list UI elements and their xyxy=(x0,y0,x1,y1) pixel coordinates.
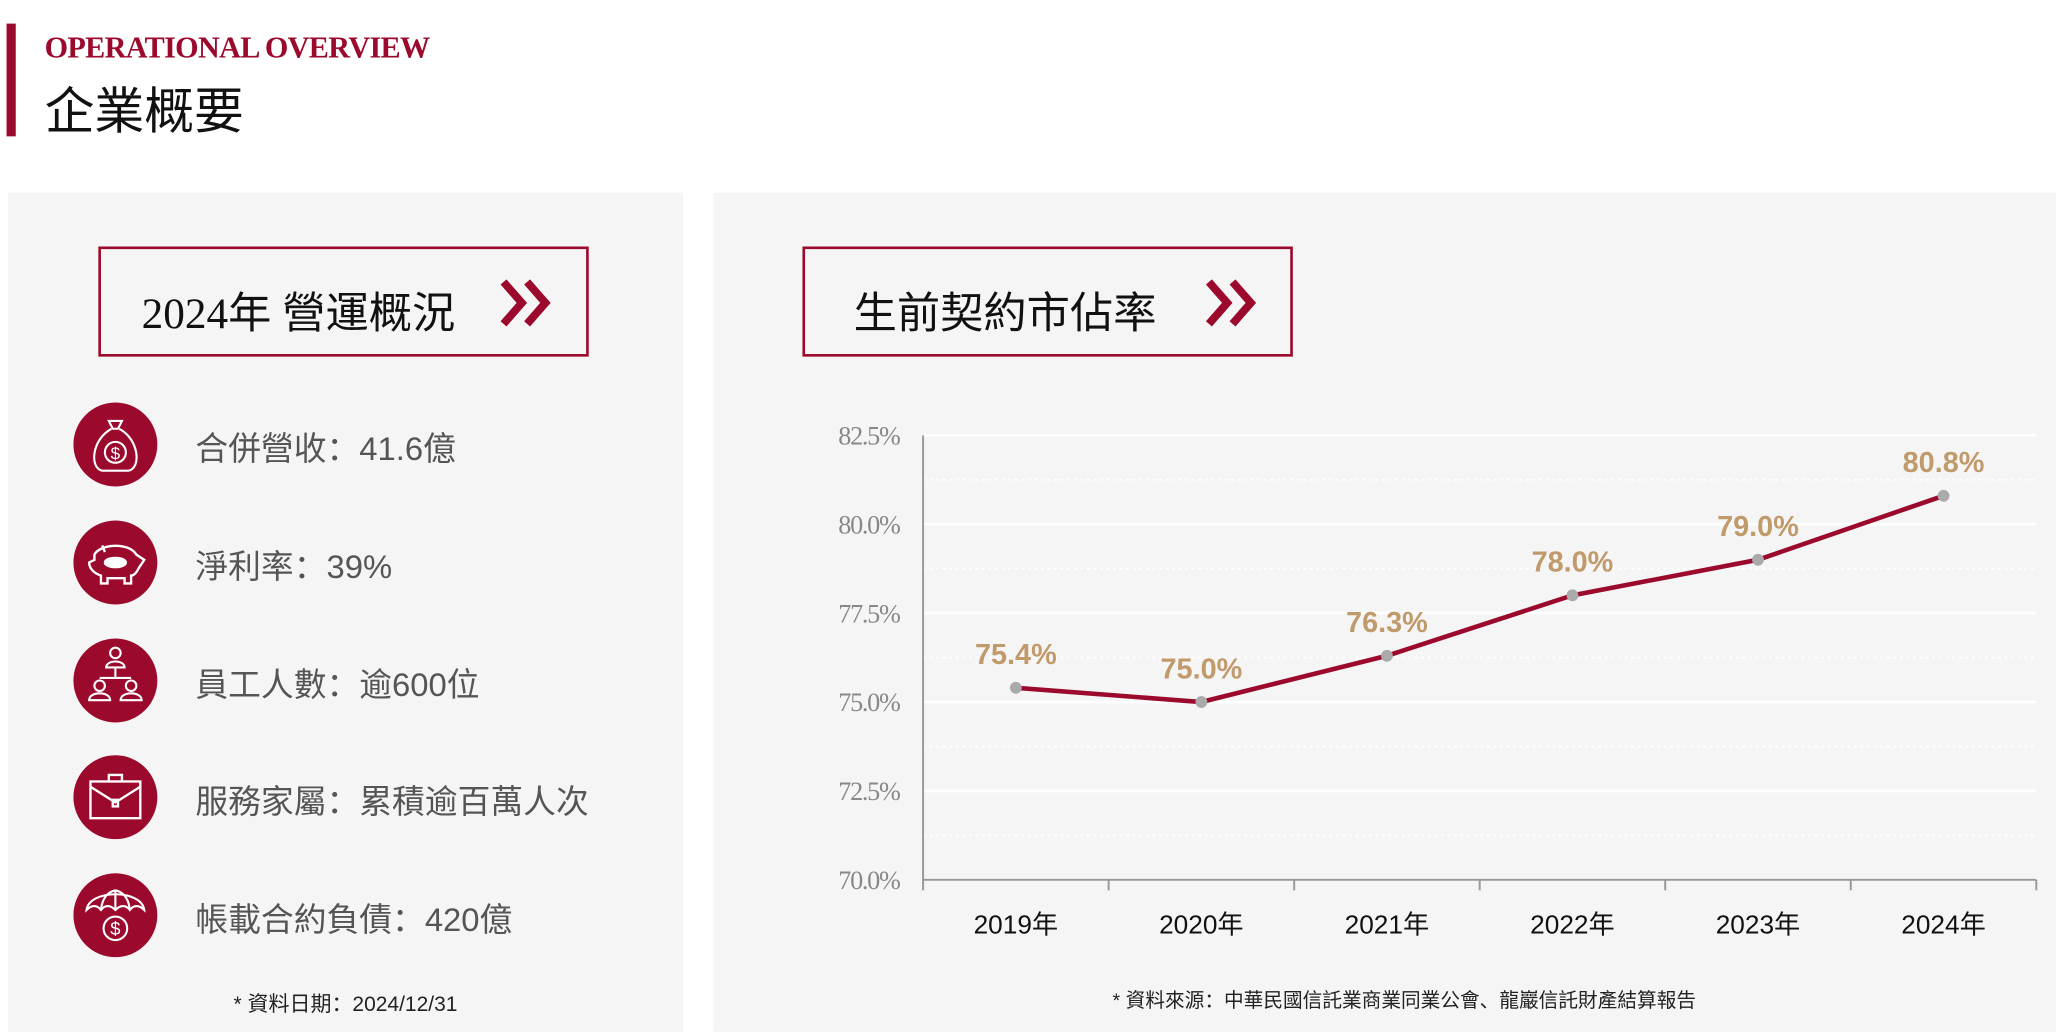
money-bag-icon: $ xyxy=(73,402,158,487)
data-label: 79.0% xyxy=(1717,511,1799,543)
list-item-revenue: $ 合併營收：41.6億 xyxy=(73,402,676,490)
double-chevron-right-icon xyxy=(1205,279,1257,327)
data-label: 75.0% xyxy=(1161,653,1243,685)
y-tick-label: 80.0% xyxy=(838,510,900,539)
section-title-en: OPERATIONAL OVERVIEW xyxy=(44,31,431,65)
x-tick-label: 2024年 xyxy=(1901,910,1986,940)
revenue-text: 合併營收：41.6億 xyxy=(195,431,456,469)
data-label: 75.4% xyxy=(975,639,1057,671)
data-point xyxy=(1009,681,1022,694)
y-tick-label: 72.5% xyxy=(838,777,900,806)
y-tick-label: 75.0% xyxy=(838,688,900,717)
svg-text:$: $ xyxy=(111,444,121,463)
accent-bar xyxy=(6,23,16,137)
list-item-contract-liabilities: $ 帳載合約負債：420億 xyxy=(73,873,676,960)
briefcase-icon xyxy=(73,755,158,840)
x-tick-label: 2020年 xyxy=(1159,910,1244,940)
y-tick-label: 77.5% xyxy=(838,599,900,628)
market-share-heading-box: 生前契約市佔率 xyxy=(802,246,1293,357)
employees-text: 員工人數：逾600位 xyxy=(195,667,480,705)
contract-liabilities-text: 帳載合約負債：420億 xyxy=(195,902,513,939)
y-tick-label: 70.0% xyxy=(838,866,900,895)
data-point xyxy=(1566,589,1579,602)
operations-summary-panel: 2024年 營運概況 $ 合併營收：41.6億 淨利率：39% 員工人數：逾60… xyxy=(7,192,684,1032)
operations-heading-box: 2024年 營運概況 xyxy=(98,246,589,357)
data-point xyxy=(1752,553,1764,566)
x-tick-label: 2022年 xyxy=(1530,910,1615,940)
svg-text:$: $ xyxy=(110,918,120,939)
data-date-footnote: * 資料日期：2024/12/31 xyxy=(233,993,458,1017)
y-tick-label: 82.5% xyxy=(838,421,900,450)
piggy-bank-icon xyxy=(73,520,158,605)
list-item-families-served: 服務家屬：累積逾百萬人次 xyxy=(73,755,676,842)
data-label: 80.8% xyxy=(1903,447,1985,479)
operations-heading: 2024年 營運概況 xyxy=(141,291,456,339)
list-item-employees: 員工人數：逾600位 xyxy=(73,638,676,726)
umbrella-money-icon: $ xyxy=(73,873,158,958)
data-point xyxy=(1381,649,1393,662)
double-chevron-right-icon xyxy=(500,279,551,327)
market-share-heading: 生前契約市佔率 xyxy=(853,291,1157,339)
data-label: 76.3% xyxy=(1346,607,1428,639)
x-tick-label: 2021年 xyxy=(1345,910,1430,940)
net-margin-text: 淨利率：39% xyxy=(195,549,393,587)
page-title: 企業概要 xyxy=(44,85,244,141)
series-line xyxy=(1015,493,1945,705)
source-footnote: * 資料來源：中華民國信託業商業同業公會、龍巖信託財產結算報告 xyxy=(1112,989,1697,1013)
data-label: 78.0% xyxy=(1532,547,1614,579)
data-point xyxy=(1937,489,1950,502)
org-chart-people-icon xyxy=(73,638,158,723)
families-served-text: 服務家屬：累積逾百萬人次 xyxy=(195,784,589,821)
x-tick-label: 2023年 xyxy=(1716,910,1801,940)
list-item-net-margin: 淨利率：39% xyxy=(73,520,676,608)
data-point xyxy=(1195,696,1208,708)
x-tick-label: 2019年 xyxy=(974,910,1059,940)
market-share-line-chart: 70.0% 72.5% 75.0% 77.5% 80.0% 82.5% 2019年 2020年… xyxy=(838,421,2038,940)
market-share-panel: 生前契約市佔率 70.0% 72.5% 75.0% 77.5% 80.0% 82.5% 20… xyxy=(713,192,2056,1032)
